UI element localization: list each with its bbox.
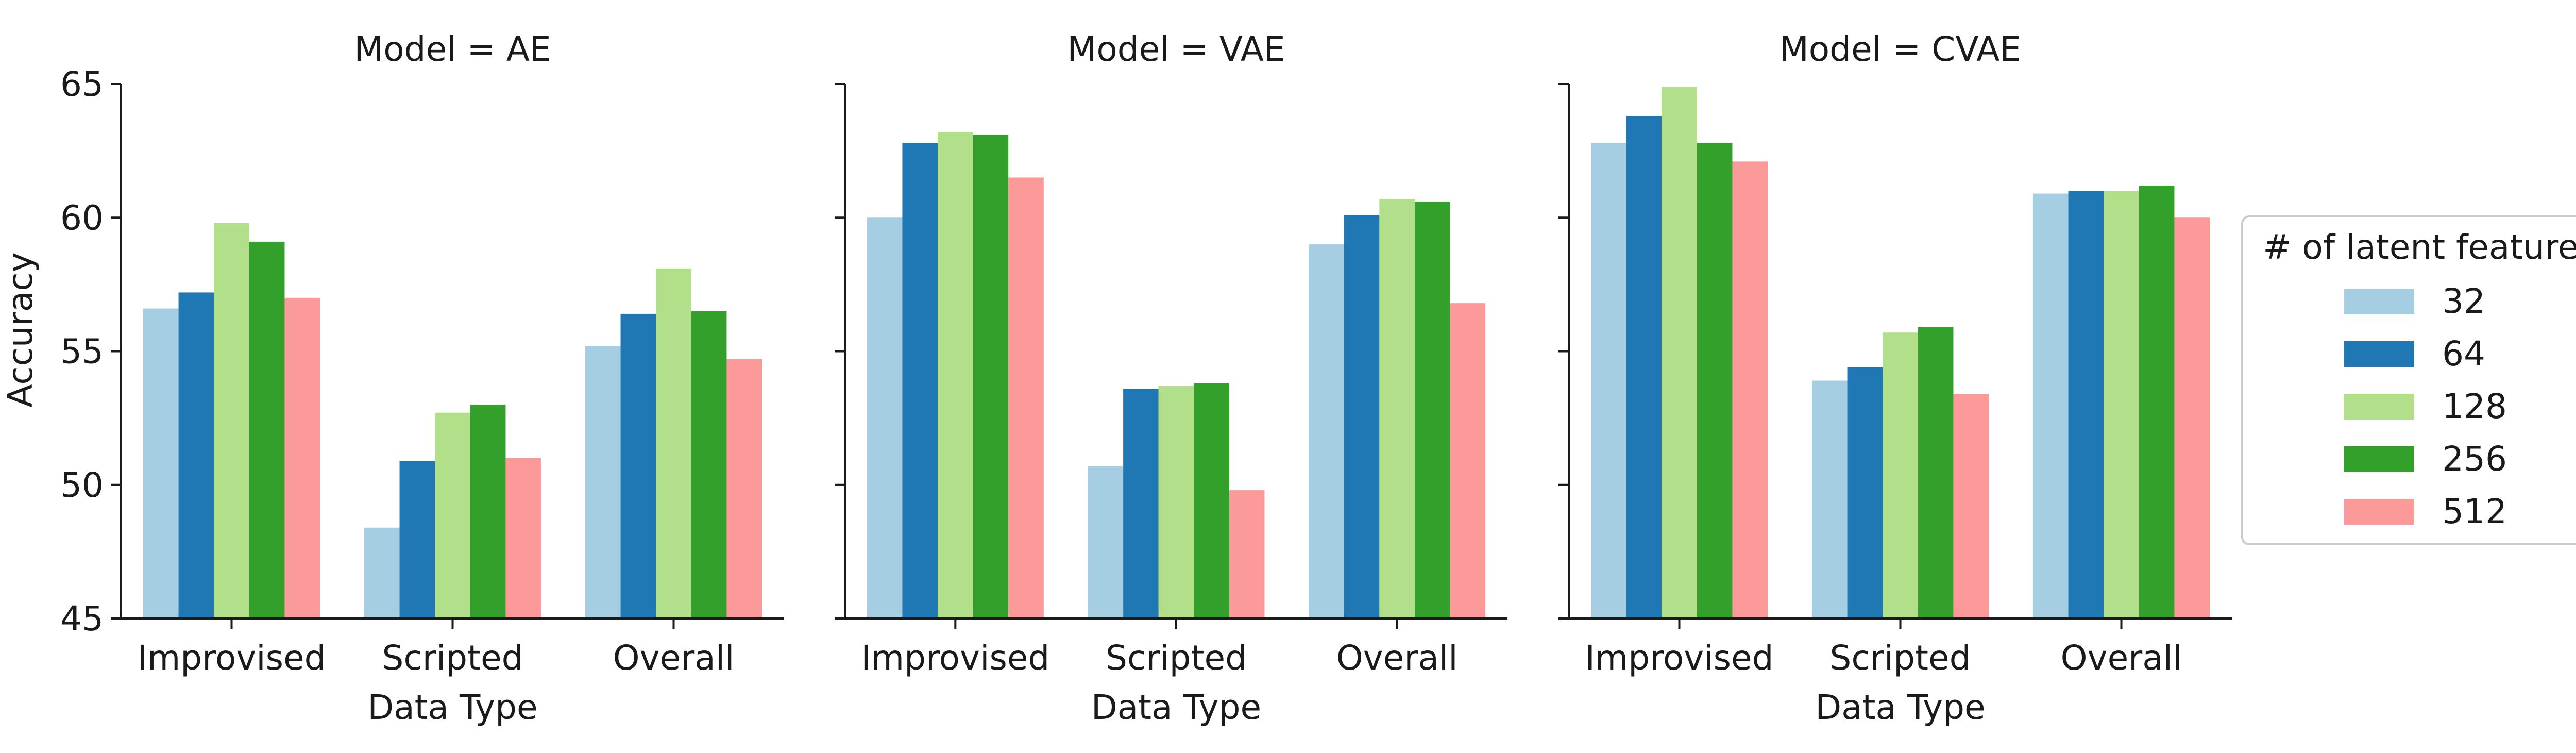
bar-scripted-128 bbox=[435, 412, 470, 618]
bar-overall-64 bbox=[620, 313, 656, 618]
bar-improvised-512 bbox=[1732, 161, 1768, 618]
x-tick-label: Scripted bbox=[1106, 638, 1247, 678]
bar-improvised-32 bbox=[1590, 143, 1626, 618]
bar-scripted-128 bbox=[1883, 332, 1918, 618]
bar-improvised-64 bbox=[902, 143, 938, 618]
legend-swatch-512 bbox=[2344, 499, 2414, 525]
panel-3: Model = CVAE Improvised Scripted Overall Dat… bbox=[1558, 29, 2232, 727]
bar-scripted-512 bbox=[1229, 490, 1265, 618]
x-tick-label: Improvised bbox=[138, 638, 326, 678]
panel-title: Model = VAE bbox=[1067, 29, 1285, 69]
bar-improvised-256 bbox=[249, 241, 285, 618]
panels-layer: Model = AE 45 50 55 60 65 Improvised Scripted Ov… bbox=[60, 29, 2232, 727]
bar-scripted-32 bbox=[1811, 380, 1848, 618]
panel-1: Model = AE 45 50 55 60 65 Improvised Scripted Ov… bbox=[60, 29, 784, 727]
bar-overall-64 bbox=[1344, 215, 1380, 618]
x-tick-label: Improvised bbox=[1585, 638, 1774, 678]
legend-title: # of latent features bbox=[2263, 227, 2576, 267]
y-tick-label: 65 bbox=[60, 64, 104, 104]
panel-title: Model = CVAE bbox=[1780, 29, 2021, 69]
bar-improvised-512 bbox=[284, 297, 320, 618]
legend-swatch-256 bbox=[2344, 446, 2414, 472]
bar-overall-256 bbox=[1414, 202, 1450, 618]
legend-swatch-128 bbox=[2344, 394, 2414, 420]
bar-improvised-128 bbox=[938, 132, 973, 619]
y-tick-label: 50 bbox=[60, 465, 104, 505]
bar-improvised-64 bbox=[178, 292, 214, 618]
panel-title: Model = AE bbox=[354, 29, 551, 69]
bar-overall-32 bbox=[2032, 193, 2069, 619]
bar-improvised-256 bbox=[973, 135, 1009, 618]
bar-overall-32 bbox=[585, 346, 621, 618]
bar-improvised-128 bbox=[214, 223, 249, 618]
bar-overall-128 bbox=[2104, 191, 2139, 618]
bar-scripted-128 bbox=[1158, 386, 1194, 618]
bar-improvised-64 bbox=[1626, 116, 1662, 619]
bar-scripted-32 bbox=[1088, 466, 1124, 618]
bar-scripted-512 bbox=[505, 458, 541, 618]
y-tick-label: 55 bbox=[60, 332, 104, 372]
legend-label-32: 32 bbox=[2442, 281, 2485, 321]
bar-scripted-256 bbox=[470, 405, 506, 618]
legend-label-128: 128 bbox=[2442, 387, 2507, 426]
legend-swatch-64 bbox=[2344, 341, 2414, 367]
x-axis-label: Data Type bbox=[367, 688, 537, 727]
bar-scripted-64 bbox=[1123, 389, 1159, 618]
x-tick-label: Overall bbox=[1336, 638, 1458, 678]
bar-improvised-256 bbox=[1697, 143, 1733, 618]
bar-improvised-32 bbox=[143, 308, 179, 618]
x-axis-label: Data Type bbox=[1815, 688, 1985, 727]
bar-overall-512 bbox=[726, 359, 762, 618]
bar-overall-512 bbox=[1450, 303, 1486, 618]
legend: # of latent features 32 64 128 256 512 bbox=[2241, 215, 2576, 545]
x-axis-label: Data Type bbox=[1091, 688, 1261, 727]
legend-label-64: 64 bbox=[2442, 334, 2485, 374]
y-tick-label: 60 bbox=[60, 198, 104, 238]
bar-scripted-32 bbox=[364, 527, 400, 618]
bar-scripted-512 bbox=[1953, 394, 1989, 618]
bar-scripted-64 bbox=[1847, 367, 1883, 618]
bar-improvised-128 bbox=[1662, 87, 1697, 619]
x-tick-label: Overall bbox=[2061, 638, 2182, 678]
panel-2: Model = VAE Improvised Scripted Overall Data… bbox=[835, 29, 1507, 727]
x-tick-label: Scripted bbox=[1830, 638, 1971, 678]
bar-overall-256 bbox=[691, 311, 727, 618]
bar-overall-128 bbox=[656, 268, 691, 618]
bar-improvised-512 bbox=[1008, 177, 1044, 619]
bar-improvised-32 bbox=[867, 217, 903, 618]
legend-label-256: 256 bbox=[2442, 439, 2507, 479]
legend-frame bbox=[2241, 215, 2576, 545]
bar-scripted-256 bbox=[1194, 383, 1229, 618]
legend-label-512: 512 bbox=[2442, 492, 2507, 531]
bar-overall-64 bbox=[2068, 191, 2104, 618]
x-tick-label: Scripted bbox=[382, 638, 523, 678]
bar-overall-32 bbox=[1309, 244, 1344, 619]
x-tick-label: Overall bbox=[613, 638, 735, 678]
legend-swatch-32 bbox=[2344, 289, 2414, 314]
bar-overall-512 bbox=[2174, 217, 2210, 618]
bar-scripted-64 bbox=[399, 461, 435, 618]
x-tick-label: Improvised bbox=[861, 638, 1049, 678]
bar-scripted-256 bbox=[1918, 327, 1954, 618]
bar-overall-128 bbox=[1379, 198, 1415, 618]
y-tick-label: 45 bbox=[60, 599, 104, 639]
y-axis-label: Accuracy bbox=[1, 252, 40, 407]
bar-overall-256 bbox=[2139, 186, 2175, 618]
